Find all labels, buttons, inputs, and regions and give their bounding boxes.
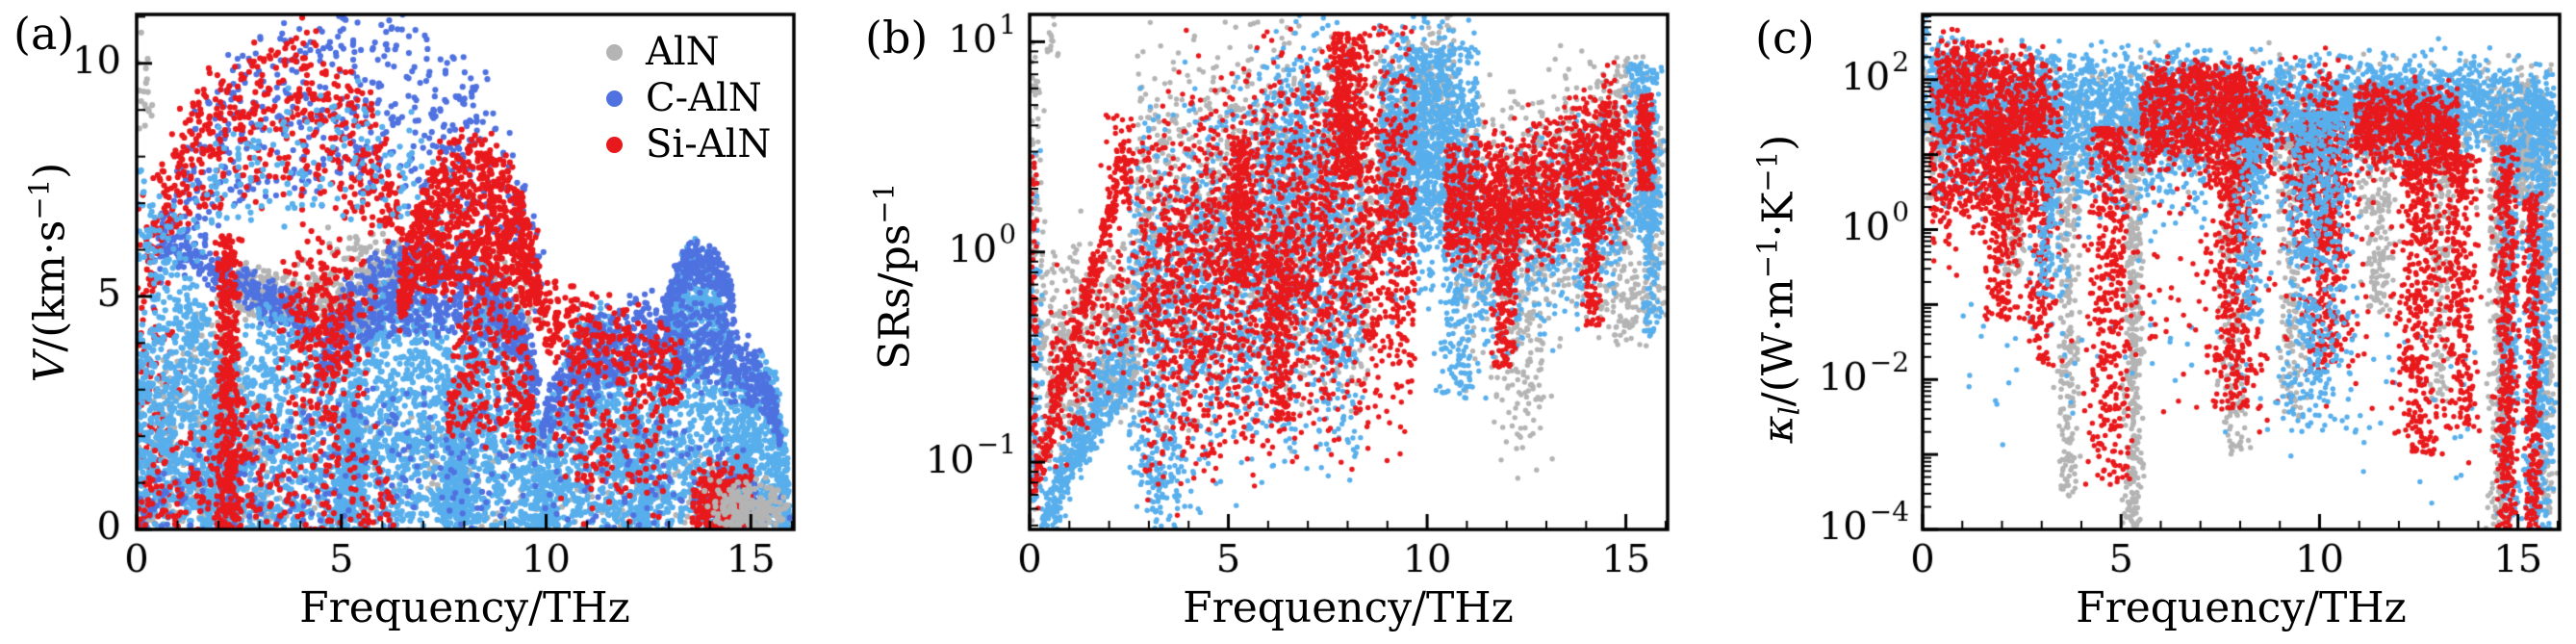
- panel-b-ylabel: SRs/ps−1: [867, 182, 920, 371]
- c-aln-marker-icon: [606, 90, 623, 107]
- panel-c-ylabel: κl/(W·m−1·K−1): [1750, 134, 1806, 444]
- legend-item-c-aln: C-AlN: [606, 75, 771, 121]
- aln-marker-icon: [606, 43, 623, 61]
- legend-item-aln: AlN: [606, 29, 771, 75]
- si-aln-marker-icon: [606, 136, 623, 153]
- panel-c-xlabel: Frequency/THz: [2076, 583, 2407, 632]
- panel-a-ylabel: V/(km·s−1): [22, 162, 75, 383]
- legend-label-aln: AlN: [646, 30, 720, 74]
- legend-label-si-aln: Si-AlN: [646, 122, 772, 167]
- panel-b-tag: (b): [865, 12, 929, 64]
- legend-label-c-aln: C-AlN: [646, 76, 762, 120]
- panel-b-plot: [847, 0, 1713, 644]
- panel-c-tag: (c): [1755, 12, 1815, 64]
- panel-b-xlabel: Frequency/THz: [1183, 583, 1514, 632]
- panel-a-xlabel: Frequency/THz: [299, 583, 630, 632]
- legend: AlN C-AlN Si-AlN: [606, 29, 771, 167]
- panel-a-tag: (a): [13, 8, 75, 60]
- panel-c-plot: [1713, 0, 2576, 644]
- panel-a-plot: [0, 0, 847, 644]
- legend-item-si-aln: Si-AlN: [606, 121, 771, 167]
